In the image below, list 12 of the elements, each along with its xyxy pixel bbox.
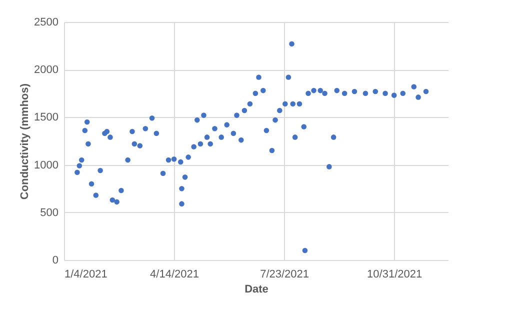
y-tick-label: 1500 (34, 112, 58, 124)
x-tick-label: 4/14/2021 (150, 268, 199, 280)
x-tick-label: 10/31/2021 (367, 268, 422, 280)
y-axis-title: Conductivity (mmhos) (19, 83, 32, 200)
y-tick-label: 2500 (34, 16, 58, 28)
y-tick-label: 2000 (34, 64, 58, 76)
y-tick-label: 1000 (34, 159, 58, 172)
x-tick-label: 7/23/2021 (260, 268, 310, 280)
y-tick-label: 500 (40, 206, 58, 219)
x-tick-label: 1/4/2021 (64, 268, 108, 280)
y-tick-label: 0 (52, 254, 58, 266)
x-axis-title: Date (244, 284, 268, 296)
